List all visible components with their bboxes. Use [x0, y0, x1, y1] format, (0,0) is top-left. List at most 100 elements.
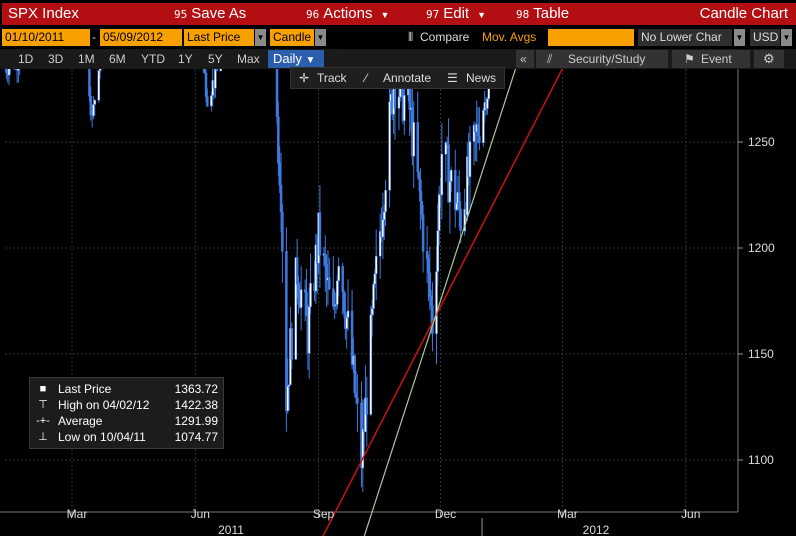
candle-body — [403, 94, 406, 121]
security-study-box — [536, 50, 668, 68]
square-icon: ■ — [39, 383, 47, 395]
track-button[interactable]: Track — [317, 71, 347, 85]
security-study-button[interactable]: Security/Study — [568, 52, 646, 66]
low-marker-icon: ⊥ — [38, 431, 48, 443]
candle-body — [215, 69, 218, 72]
candle-body — [328, 277, 331, 290]
candle-body — [459, 209, 462, 232]
candle-body — [98, 69, 102, 72]
lower-chart-select[interactable]: No Lower Char — [638, 29, 732, 46]
candle-body — [332, 288, 335, 307]
news-button[interactable]: News — [466, 71, 497, 85]
annotate-button[interactable]: Annotate — [383, 71, 432, 85]
ticker-field[interactable]: SPX Index — [2, 3, 152, 25]
candle-body — [369, 314, 373, 415]
table-button[interactable]: 98 Table — [500, 3, 614, 25]
frequency-label: Daily — [273, 51, 302, 66]
candle-body — [285, 251, 288, 411]
legend-low: ⊥ Low on 10/04/11 1074.77 — [30, 429, 223, 445]
year-label: 2012 — [583, 523, 610, 536]
candle-body — [324, 253, 327, 265]
candle-body — [219, 69, 222, 72]
candle-body — [365, 397, 369, 415]
save-as-button[interactable]: 95 Save As — [150, 3, 296, 25]
period-ytd[interactable]: YTD — [141, 52, 165, 66]
legend-high: ⊤ High on 04/02/12 1422.38 — [30, 397, 223, 413]
period-3d[interactable]: 3D — [48, 52, 64, 66]
candle-body — [214, 69, 217, 89]
table-number: 98 — [516, 8, 530, 21]
candle-body — [436, 230, 440, 272]
legend-high-label: High on 04/02/12 — [58, 398, 150, 412]
candle-body — [305, 291, 308, 316]
period-1y[interactable]: 1Y — [178, 52, 193, 66]
candle-body — [361, 428, 365, 469]
edit-number: 97 — [426, 8, 440, 21]
currency-select[interactable]: USD — [750, 29, 780, 46]
candle-body — [370, 308, 374, 315]
trend-line — [363, 69, 517, 536]
x-tick-label: Dec — [435, 507, 456, 521]
compare-button[interactable]: Compare — [420, 30, 470, 44]
price-field-select[interactable]: Last Price — [184, 29, 254, 46]
actions-menu[interactable]: 96 Actions ▼ — [276, 3, 436, 25]
candle-body — [381, 219, 385, 238]
y-tick-label: 1250 — [748, 135, 775, 149]
candle-body — [341, 266, 344, 293]
candle-body — [7, 69, 11, 76]
candle-body — [290, 328, 294, 360]
candle-body — [448, 181, 452, 203]
candle-body — [356, 397, 359, 404]
collapse-button[interactable] — [516, 50, 534, 68]
chart-type-label: Candle Chart — [699, 5, 788, 22]
legend-high-value: 1422.38 — [174, 398, 218, 412]
end-date-field[interactable]: 05/09/2012 — [100, 29, 182, 46]
period-max[interactable]: Max — [237, 52, 260, 66]
frequency-select[interactable]: Daily ▼ — [268, 50, 324, 68]
candle-body — [354, 392, 358, 399]
period-5y[interactable]: 5Y — [208, 52, 223, 66]
x-tick-label: Jun — [681, 507, 700, 521]
year-label: 2011 — [218, 523, 244, 536]
flag-icon: ⚑ — [684, 52, 695, 66]
settings-box — [754, 50, 784, 68]
period-6m[interactable]: 6M — [109, 52, 126, 66]
gear-icon[interactable]: ⚙ — [763, 51, 775, 66]
period-1m[interactable]: 1M — [78, 52, 95, 66]
event-box — [672, 50, 750, 68]
average-marker-icon: -+- — [36, 415, 50, 427]
price-chart[interactable]: 110011501200125013001350140014501363.72M… — [0, 69, 796, 536]
candle-body — [5, 69, 8, 73]
currency-dropdown-icon[interactable]: ▼ — [781, 29, 792, 46]
candle-body — [421, 214, 425, 252]
candle-body — [318, 212, 322, 256]
candle-body — [297, 284, 300, 299]
legend-last-price-label: Last Price — [58, 382, 112, 396]
candle-body — [287, 384, 291, 387]
candle-body — [420, 200, 424, 215]
candle-body — [278, 162, 281, 186]
support-line — [322, 69, 564, 536]
start-date-field[interactable]: 01/10/2011 — [2, 29, 90, 46]
mov-avgs-field[interactable] — [548, 29, 634, 46]
candle-body — [384, 189, 387, 213]
candle-body — [337, 266, 340, 281]
edit-menu[interactable]: 97 Edit ▼ — [410, 3, 512, 25]
candle-body — [307, 306, 311, 354]
table-label: Table — [533, 5, 570, 22]
candle-body — [203, 69, 206, 74]
chevron-down-icon: ▼ — [380, 10, 390, 20]
period-1d[interactable]: 1D — [18, 52, 34, 66]
lower-chart-dropdown-icon[interactable]: ▼ — [734, 29, 745, 46]
candle-body — [382, 211, 386, 220]
candle-body — [440, 154, 444, 196]
candle-body — [445, 142, 449, 145]
candle-body — [88, 69, 91, 97]
candle-body — [346, 310, 350, 318]
chart-style-select[interactable]: Candle — [270, 29, 314, 46]
event-button[interactable]: Event — [701, 52, 732, 66]
chart-type-title: Candle Chart — [602, 3, 796, 25]
chart-style-dropdown-icon[interactable]: ▼ — [315, 29, 326, 46]
price-field-dropdown-icon[interactable]: ▼ — [255, 29, 266, 46]
candle-body — [417, 171, 421, 180]
